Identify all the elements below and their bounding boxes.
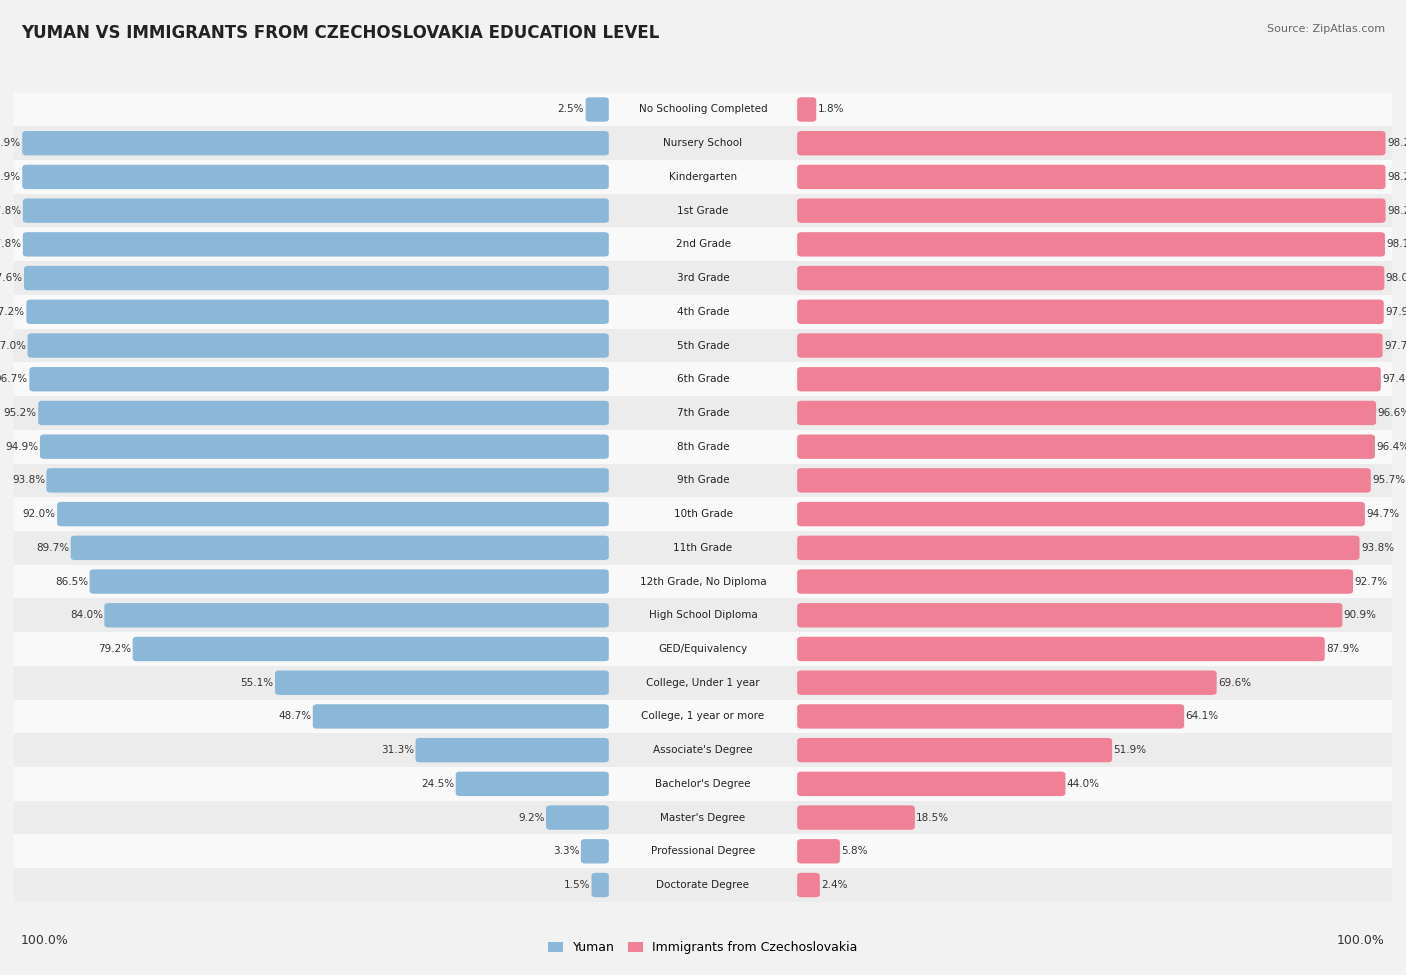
Text: Master's Degree: Master's Degree <box>661 812 745 823</box>
Text: 96.6%: 96.6% <box>1378 408 1406 418</box>
Text: 90.9%: 90.9% <box>1344 610 1376 620</box>
Text: 97.2%: 97.2% <box>0 307 25 317</box>
Text: 100.0%: 100.0% <box>1337 934 1385 948</box>
Text: 93.8%: 93.8% <box>11 476 45 486</box>
Text: 4th Grade: 4th Grade <box>676 307 730 317</box>
Text: 84.0%: 84.0% <box>70 610 103 620</box>
Text: 89.7%: 89.7% <box>37 543 69 553</box>
Text: College, 1 year or more: College, 1 year or more <box>641 712 765 722</box>
Text: 24.5%: 24.5% <box>422 779 454 789</box>
Text: 98.0%: 98.0% <box>1386 273 1406 283</box>
Text: 94.9%: 94.9% <box>6 442 38 451</box>
Text: 96.7%: 96.7% <box>0 374 28 384</box>
Text: 1.8%: 1.8% <box>818 104 844 114</box>
Text: 97.7%: 97.7% <box>1384 340 1406 351</box>
Text: 92.0%: 92.0% <box>22 509 56 519</box>
Text: 69.6%: 69.6% <box>1218 678 1251 687</box>
Text: 97.9%: 97.9% <box>0 138 21 148</box>
Text: Source: ZipAtlas.com: Source: ZipAtlas.com <box>1267 24 1385 34</box>
Text: 10th Grade: 10th Grade <box>673 509 733 519</box>
Text: 98.2%: 98.2% <box>1386 206 1406 215</box>
Text: 86.5%: 86.5% <box>55 576 89 587</box>
Legend: Yuman, Immigrants from Czechoslovakia: Yuman, Immigrants from Czechoslovakia <box>543 936 863 959</box>
Text: Doctorate Degree: Doctorate Degree <box>657 880 749 890</box>
Text: GED/Equivalency: GED/Equivalency <box>658 644 748 654</box>
Text: 95.2%: 95.2% <box>4 408 37 418</box>
Text: 97.6%: 97.6% <box>0 273 22 283</box>
Text: 94.7%: 94.7% <box>1367 509 1399 519</box>
Text: 97.4%: 97.4% <box>1382 374 1406 384</box>
Text: College, Under 1 year: College, Under 1 year <box>647 678 759 687</box>
Text: 6th Grade: 6th Grade <box>676 374 730 384</box>
Text: 98.2%: 98.2% <box>1386 172 1406 182</box>
Text: High School Diploma: High School Diploma <box>648 610 758 620</box>
Text: Professional Degree: Professional Degree <box>651 846 755 856</box>
Text: Kindergarten: Kindergarten <box>669 172 737 182</box>
Text: 1.5%: 1.5% <box>564 880 591 890</box>
Text: 98.2%: 98.2% <box>1386 138 1406 148</box>
Text: 5th Grade: 5th Grade <box>676 340 730 351</box>
Text: 100.0%: 100.0% <box>21 934 69 948</box>
Text: 8th Grade: 8th Grade <box>676 442 730 451</box>
Text: 18.5%: 18.5% <box>917 812 949 823</box>
Text: 97.9%: 97.9% <box>0 172 21 182</box>
Text: YUMAN VS IMMIGRANTS FROM CZECHOSLOVAKIA EDUCATION LEVEL: YUMAN VS IMMIGRANTS FROM CZECHOSLOVAKIA … <box>21 24 659 42</box>
Text: 3rd Grade: 3rd Grade <box>676 273 730 283</box>
Text: 93.8%: 93.8% <box>1361 543 1395 553</box>
Text: 97.8%: 97.8% <box>0 206 21 215</box>
Text: 11th Grade: 11th Grade <box>673 543 733 553</box>
Text: 5.8%: 5.8% <box>841 846 868 856</box>
Text: 44.0%: 44.0% <box>1067 779 1099 789</box>
Text: 9.2%: 9.2% <box>519 812 544 823</box>
Text: 97.0%: 97.0% <box>0 340 27 351</box>
Text: 97.8%: 97.8% <box>0 239 21 250</box>
Text: 7th Grade: 7th Grade <box>676 408 730 418</box>
Text: 48.7%: 48.7% <box>278 712 311 722</box>
Text: 96.4%: 96.4% <box>1376 442 1406 451</box>
Text: 31.3%: 31.3% <box>381 745 415 756</box>
Text: 79.2%: 79.2% <box>98 644 131 654</box>
Text: 12th Grade, No Diploma: 12th Grade, No Diploma <box>640 576 766 587</box>
Text: 2nd Grade: 2nd Grade <box>675 239 731 250</box>
Text: 97.9%: 97.9% <box>1385 307 1406 317</box>
Text: 95.7%: 95.7% <box>1372 476 1405 486</box>
Text: 55.1%: 55.1% <box>240 678 274 687</box>
Text: 2.5%: 2.5% <box>558 104 585 114</box>
Text: 1st Grade: 1st Grade <box>678 206 728 215</box>
Text: 92.7%: 92.7% <box>1354 576 1388 587</box>
Text: 9th Grade: 9th Grade <box>676 476 730 486</box>
Text: 64.1%: 64.1% <box>1185 712 1219 722</box>
Text: Nursery School: Nursery School <box>664 138 742 148</box>
Text: No Schooling Completed: No Schooling Completed <box>638 104 768 114</box>
Text: 51.9%: 51.9% <box>1114 745 1147 756</box>
Text: 2.4%: 2.4% <box>821 880 848 890</box>
Text: 98.1%: 98.1% <box>1386 239 1406 250</box>
Text: Bachelor's Degree: Bachelor's Degree <box>655 779 751 789</box>
Text: 3.3%: 3.3% <box>553 846 579 856</box>
Text: Associate's Degree: Associate's Degree <box>654 745 752 756</box>
Text: 87.9%: 87.9% <box>1326 644 1360 654</box>
